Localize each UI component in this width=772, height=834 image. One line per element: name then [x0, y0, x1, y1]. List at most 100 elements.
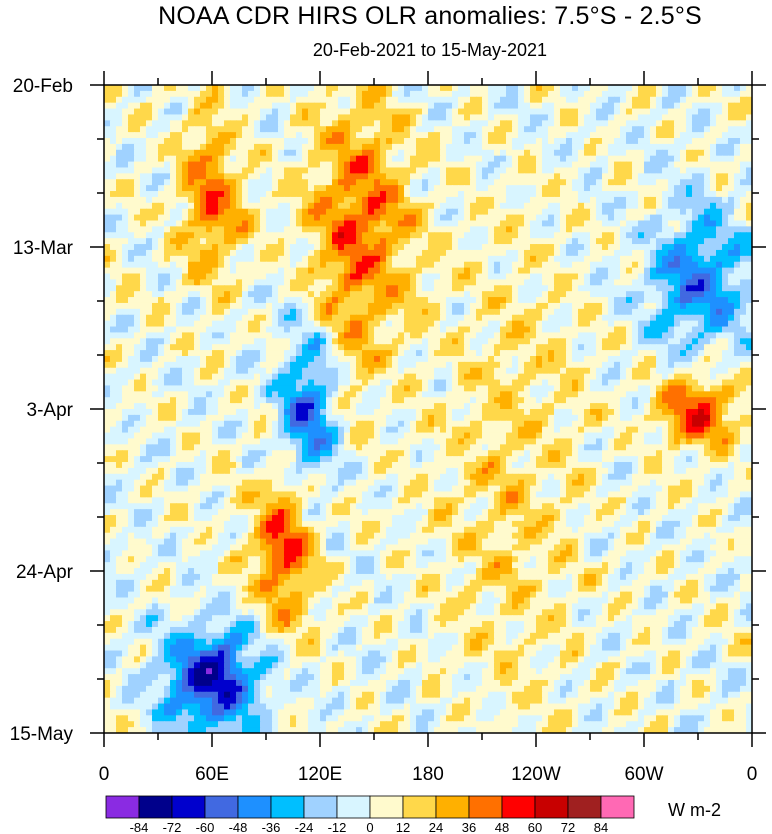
heatmap-cell [524, 267, 531, 275]
heatmap-cell [572, 344, 579, 351]
heatmap-cell [662, 314, 669, 322]
heatmap-cell [440, 320, 447, 328]
heatmap-cell [608, 273, 615, 280]
heatmap-cell [266, 191, 273, 198]
heatmap-cell [170, 261, 177, 269]
heatmap-cell [344, 249, 351, 257]
heatmap-cell [170, 350, 177, 357]
heatmap-cell [548, 161, 555, 169]
heatmap-cell [128, 149, 135, 157]
heatmap-cell [638, 226, 645, 233]
heatmap-cell [368, 350, 375, 357]
heatmap-cell [536, 249, 543, 257]
heatmap-cell [476, 244, 483, 251]
heatmap-cell [476, 249, 483, 257]
heatmap-cell [140, 355, 147, 363]
heatmap-cell [236, 85, 243, 92]
heatmap-cell [638, 179, 645, 186]
heatmap-cell [476, 261, 483, 269]
heatmap-cell [704, 191, 711, 198]
heatmap-cell [368, 85, 375, 92]
heatmap-cell [278, 326, 285, 334]
heatmap-cell [284, 214, 291, 222]
heatmap-cell [464, 350, 471, 357]
heatmap-cell [242, 196, 249, 204]
heatmap-cell [476, 326, 483, 334]
heatmap-cell [326, 226, 333, 233]
heatmap-cell [392, 120, 399, 127]
heatmap-cell [458, 96, 465, 104]
heatmap-cell [524, 167, 531, 174]
heatmap-cell [368, 132, 375, 139]
heatmap-cell [602, 226, 609, 233]
heatmap-cell [362, 138, 369, 145]
heatmap-cell [674, 238, 681, 245]
heatmap-cell [662, 273, 669, 280]
heatmap-cell [590, 350, 597, 357]
heatmap-cell [728, 238, 735, 245]
heatmap-cell [440, 232, 447, 239]
heatmap-cell [302, 208, 309, 216]
heatmap-cell [488, 114, 495, 121]
heatmap-cell [362, 291, 369, 298]
heatmap-cell [404, 255, 411, 263]
heatmap-cell [596, 255, 603, 263]
heatmap-cell [590, 220, 597, 227]
heatmap-cell [158, 208, 165, 216]
heatmap-cell [566, 155, 573, 163]
heatmap-cell [116, 208, 123, 216]
heatmap-cell [446, 102, 453, 110]
heatmap-cell [110, 90, 117, 98]
heatmap-cell [602, 161, 609, 169]
heatmap-cell [386, 302, 393, 310]
heatmap-cell [692, 202, 699, 210]
heatmap-cell [422, 220, 429, 227]
heatmap-cell [656, 302, 663, 310]
heatmap-cell [578, 273, 585, 280]
heatmap-cell [734, 338, 741, 345]
heatmap-cell [608, 102, 615, 110]
heatmap-cell [134, 108, 141, 116]
heatmap-cell [344, 255, 351, 263]
heatmap-cell [446, 320, 453, 328]
heatmap-cell [170, 102, 177, 110]
heatmap-cell [590, 149, 597, 157]
heatmap-cell [512, 338, 519, 345]
heatmap-cell [362, 202, 369, 210]
heatmap-cell [398, 155, 405, 163]
heatmap-cell [104, 138, 111, 145]
heatmap-cell [446, 161, 453, 169]
heatmap-cell [656, 291, 663, 298]
heatmap-cell [344, 202, 351, 210]
heatmap-cell [170, 191, 177, 198]
heatmap-cell [578, 320, 585, 328]
heatmap-cell [518, 155, 525, 163]
heatmap-cell [434, 126, 441, 133]
heatmap-cell [464, 267, 471, 275]
heatmap-cell [140, 155, 147, 163]
heatmap-cell [164, 279, 171, 286]
heatmap-cell [482, 220, 489, 227]
heatmap-cell [374, 102, 381, 110]
heatmap-cell [332, 102, 339, 110]
heatmap-cell [230, 273, 237, 280]
heatmap-cell [374, 244, 381, 251]
heatmap-cell [662, 149, 669, 157]
heatmap-cell [272, 332, 279, 339]
heatmap-cell [308, 249, 315, 257]
heatmap-cell [164, 179, 171, 186]
heatmap-cell [680, 185, 687, 192]
heatmap-cell [134, 114, 141, 121]
heatmap-cell [230, 196, 237, 204]
heatmap-cell [692, 132, 699, 139]
heatmap-cell [212, 155, 219, 163]
heatmap-cell [620, 167, 627, 174]
heatmap-cell [452, 179, 459, 186]
heatmap-cell [284, 326, 291, 334]
heatmap-cell [260, 261, 267, 269]
heatmap-cell [566, 326, 573, 334]
heatmap-cell [698, 132, 705, 139]
heatmap-cell [662, 96, 669, 104]
heatmap-cell [338, 273, 345, 280]
heatmap-cell [122, 297, 129, 304]
